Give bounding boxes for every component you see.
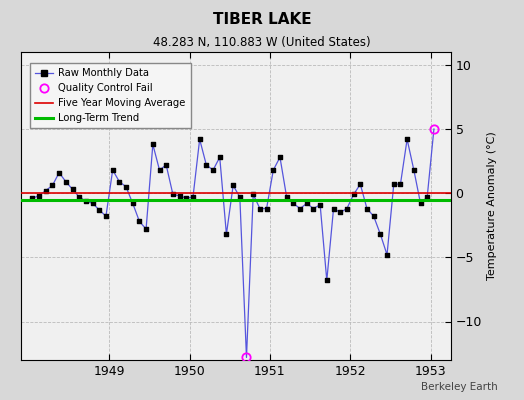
Point <box>215 154 224 160</box>
Point <box>350 191 358 198</box>
Point <box>316 202 324 208</box>
Point <box>282 194 291 200</box>
Point <box>41 187 50 194</box>
Point <box>383 252 391 258</box>
Point <box>423 194 431 200</box>
Point <box>182 195 190 202</box>
Point <box>162 162 170 168</box>
Point <box>403 136 411 142</box>
Point <box>296 205 304 212</box>
Point <box>323 277 331 284</box>
Point <box>189 194 197 200</box>
Point <box>343 205 351 212</box>
Point <box>222 231 231 238</box>
Point <box>249 191 257 198</box>
Point <box>102 213 110 220</box>
Point <box>142 226 150 232</box>
Point <box>115 178 124 185</box>
Point <box>417 200 425 207</box>
Point <box>108 167 117 173</box>
Point <box>209 167 217 173</box>
Point <box>256 205 264 212</box>
Point <box>410 167 418 173</box>
Point <box>269 167 278 173</box>
Point <box>356 181 365 187</box>
Y-axis label: Temperature Anomaly (°C): Temperature Anomaly (°C) <box>487 132 497 280</box>
Point <box>336 209 344 216</box>
Point <box>135 218 144 225</box>
Legend: Raw Monthly Data, Quality Control Fail, Five Year Moving Average, Long-Term Tren: Raw Monthly Data, Quality Control Fail, … <box>30 63 191 128</box>
Point <box>28 195 37 202</box>
Point <box>122 184 130 190</box>
Point <box>155 167 163 173</box>
Point <box>55 170 63 176</box>
Text: TIBER LAKE: TIBER LAKE <box>213 12 311 27</box>
Point <box>62 178 70 185</box>
Point <box>48 182 57 189</box>
Point <box>195 136 204 142</box>
Point <box>202 162 211 168</box>
Point <box>176 192 184 199</box>
Point <box>376 231 385 238</box>
Point <box>363 205 371 212</box>
Point <box>35 192 43 199</box>
Point <box>330 205 338 212</box>
Point <box>263 205 271 212</box>
Point <box>82 198 90 204</box>
Text: Berkeley Earth: Berkeley Earth <box>421 382 498 392</box>
Point <box>169 191 177 198</box>
Point <box>229 182 237 189</box>
Point <box>276 154 284 160</box>
Point <box>389 181 398 187</box>
Point <box>89 200 97 207</box>
Point <box>309 205 318 212</box>
Point <box>369 213 378 220</box>
Point <box>75 194 83 200</box>
Point <box>236 194 244 200</box>
Point <box>68 186 77 192</box>
Point <box>149 141 157 148</box>
Point <box>128 200 137 207</box>
Text: 48.283 N, 110.883 W (United States): 48.283 N, 110.883 W (United States) <box>153 36 371 49</box>
Point <box>302 200 311 207</box>
Point <box>289 200 298 207</box>
Point <box>396 181 405 187</box>
Point <box>95 207 103 213</box>
